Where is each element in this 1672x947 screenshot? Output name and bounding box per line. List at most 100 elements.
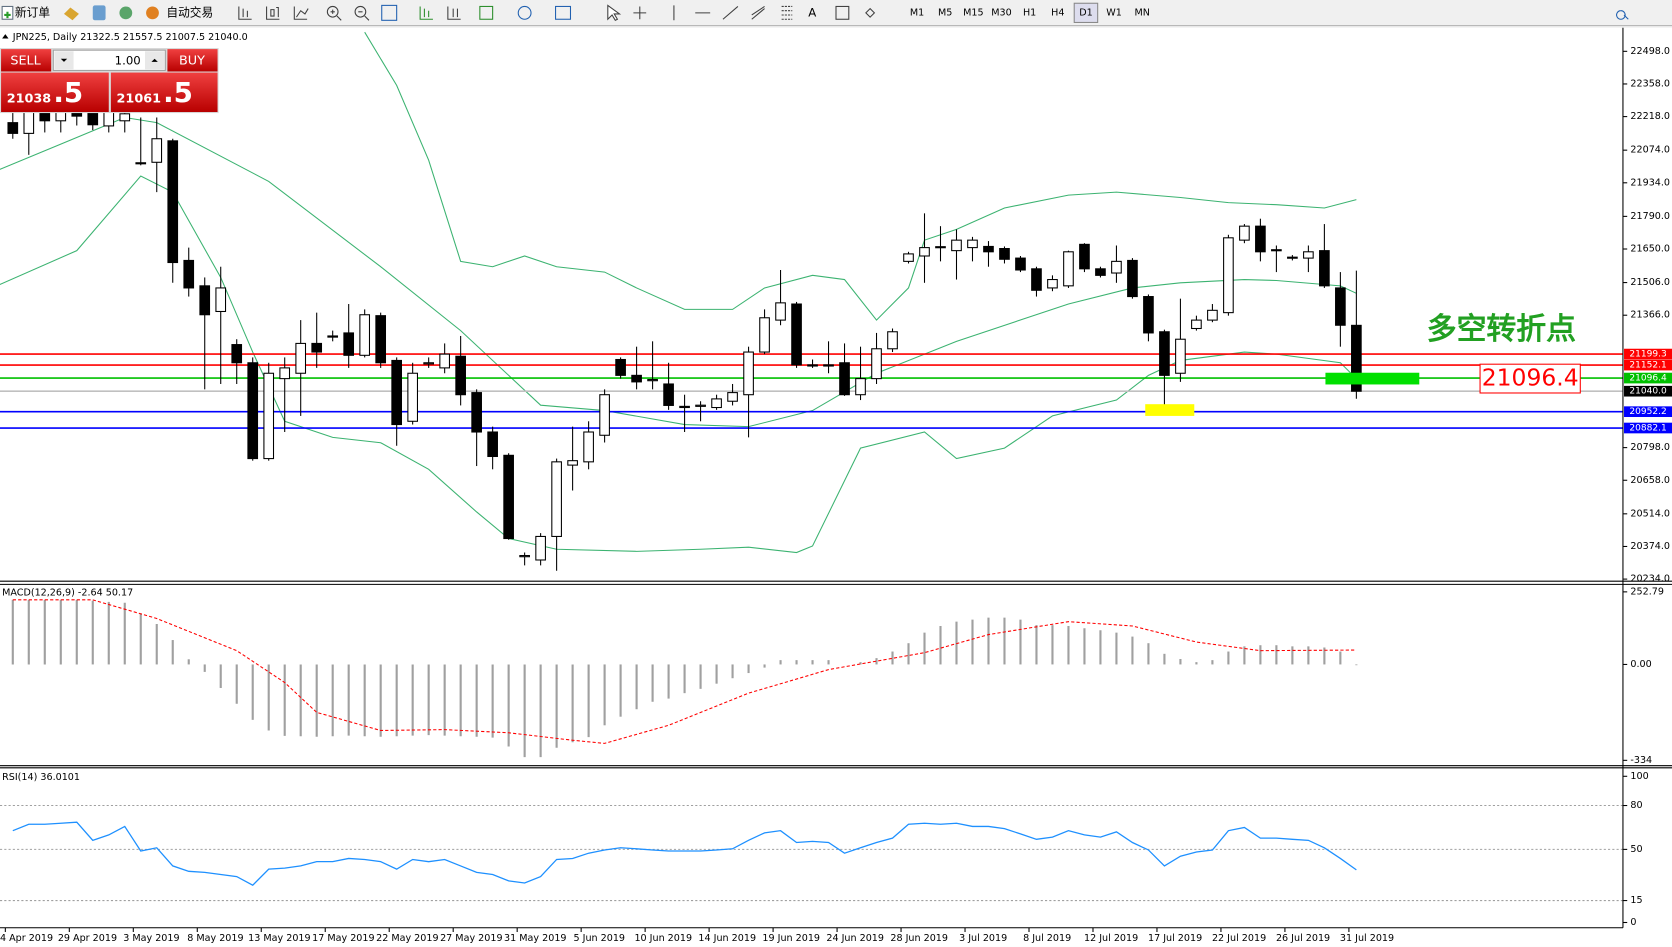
macd-panel [11,599,1358,758]
timeframe-button[interactable]: H4 [1051,7,1064,18]
x-tick-label: 29 Apr 2019 [58,933,117,944]
buy-price[interactable] [110,72,218,113]
price-level-label: 21199.3 [1629,350,1667,360]
y-tick-label: 20234.0 [1630,574,1670,585]
icon[interactable] [479,5,494,20]
auto-trading-button[interactable]: 自动交易 [146,5,213,19]
candle-body [567,460,578,466]
candle-body [1159,331,1170,376]
x-tick-label: 3 May 2019 [123,933,179,944]
x-tick-label: 26 Jul 2019 [1276,933,1330,944]
candle-body [23,111,35,134]
candle-body [903,253,914,262]
collapse-icon[interactable] [2,34,9,39]
candle-body [759,317,770,353]
y-tick-label: 0 [1630,917,1636,928]
candle-body [871,348,882,380]
price-panel: 多空转折点 21096.4 [0,31,1623,571]
buy-button[interactable] [167,49,218,72]
y-tick-label: 252.79 [1630,586,1664,597]
icon[interactable] [1616,10,1629,20]
candle-body [183,259,195,289]
icon[interactable] [381,4,398,21]
icon[interactable] [633,6,647,20]
y-tick-label: 21366.0 [1630,310,1670,321]
toolbar-label: 自动交易 [166,5,213,19]
timeframe-button[interactable]: D1 [1079,7,1092,18]
candle-body [839,362,850,396]
candle-body [1111,260,1122,274]
icon[interactable] [354,5,367,18]
rsi-line [12,821,1357,886]
timeframe-button[interactable]: MN [1135,7,1150,18]
icon[interactable] [607,4,622,22]
timeframe-button[interactable]: M15 [963,7,983,18]
rsi-label: RSI(14) 36.0101 [2,772,80,783]
icon[interactable] [119,6,133,20]
candle-body [823,364,834,367]
macd-signal [12,599,1357,744]
candle-body [439,353,450,369]
y-tick-label: 15 [1630,895,1642,906]
icon[interactable] [781,5,793,20]
icon[interactable] [326,5,339,18]
candle-body [343,332,355,356]
timeframe-button[interactable]: W1 [1106,7,1122,18]
icon[interactable] [447,6,461,20]
icon[interactable] [517,5,532,20]
candle-body [1095,268,1106,276]
icon[interactable] [238,6,252,20]
sell-price[interactable] [1,72,109,113]
x-tick-label: 8 May 2019 [187,933,243,944]
timeframe-button[interactable]: M30 [991,7,1011,18]
icon[interactable] [63,7,79,21]
sell-button[interactable] [1,49,52,72]
y-tick-label: 0.00 [1630,659,1651,670]
icon[interactable] [835,5,850,20]
x-tick-label: 22 May 2019 [376,933,438,944]
y-tick-label: 21650.0 [1630,244,1670,255]
icon[interactable] [865,7,876,18]
new-order-button[interactable]: 新订单 [1,5,50,20]
sell-label: SELL [10,53,41,68]
icon[interactable] [330,9,342,21]
candle-body [1143,296,1154,334]
one-click-trading: SELL 1.00 BUY 21038 .5 21061 .5 [0,48,219,114]
icon[interactable] [293,6,309,20]
candle-body [1015,257,1026,271]
candle-body [135,162,147,165]
candle-body [807,364,818,367]
macd-label: MACD(12,26,9) -2.64 50.17 [2,587,133,598]
candle-body [855,378,866,396]
price-level-label: 20952.2 [1629,407,1666,417]
x-tick-label: 24 Jun 2019 [826,933,884,944]
lots-field[interactable] [52,49,166,71]
candle-body [455,355,466,396]
timeframe-button[interactable]: M1 [910,7,924,18]
candle-body [167,140,179,264]
price-level-label: 21096.4 [1629,374,1667,384]
timeframe-button[interactable]: H1 [1023,7,1036,18]
candle-body [119,113,131,122]
candle-body [199,285,211,316]
price-level-tag [1624,406,1672,418]
candle-body [1255,225,1266,253]
icon[interactable] [266,6,280,20]
candle-body [295,342,307,374]
candle-body [791,303,802,366]
icon[interactable] [92,5,106,21]
highlight-green [1325,372,1420,385]
timeframe-button[interactable]: M5 [938,7,952,18]
y-tick-label: 22218.0 [1630,111,1670,122]
candle-body [999,248,1010,260]
candle-body [951,239,962,252]
icon[interactable] [358,11,370,21]
icon[interactable] [673,5,765,21]
candle-body [1223,237,1234,314]
candle-body [327,335,339,338]
icon[interactable] [555,5,572,20]
text-tool[interactable]: A [808,5,816,19]
icon[interactable] [419,6,433,20]
